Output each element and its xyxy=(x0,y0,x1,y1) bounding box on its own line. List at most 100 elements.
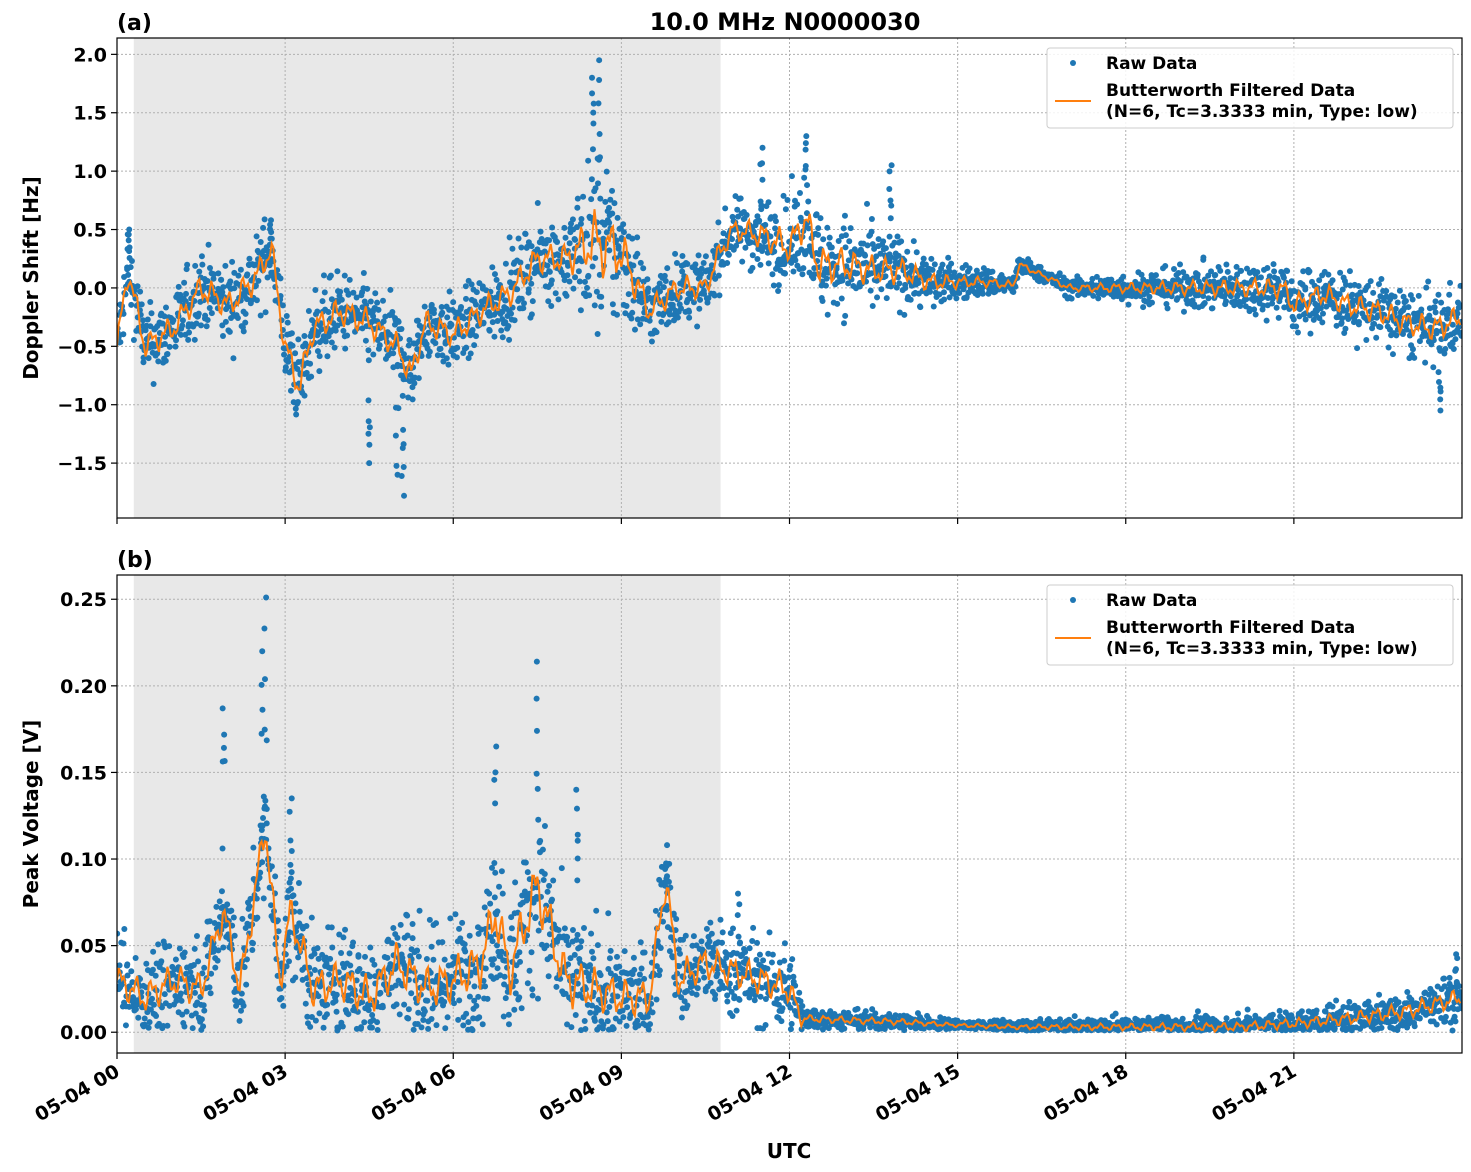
raw-data-point xyxy=(285,358,292,365)
raw-data-point xyxy=(802,140,809,147)
raw-data-point xyxy=(302,1000,309,1007)
raw-data-point xyxy=(679,253,686,260)
raw-data-point xyxy=(482,965,489,972)
raw-data-point xyxy=(341,272,348,279)
y-axis-label: Doppler Shift [Hz] xyxy=(19,176,43,380)
raw-data-point xyxy=(494,942,501,949)
raw-data-point xyxy=(896,309,903,316)
raw-data-point xyxy=(586,962,593,969)
raw-data-point xyxy=(320,333,327,340)
raw-data-point xyxy=(636,996,643,1003)
raw-data-point xyxy=(314,308,321,315)
raw-data-point xyxy=(117,930,121,937)
raw-data-point xyxy=(301,332,308,339)
raw-data-point xyxy=(1179,1015,1186,1022)
raw-data-point xyxy=(528,949,535,956)
panel-label: (a) xyxy=(117,11,152,36)
raw-data-point xyxy=(1396,313,1403,320)
raw-data-point xyxy=(160,967,167,974)
raw-data-point xyxy=(1435,379,1442,386)
raw-data-point xyxy=(376,342,383,349)
raw-data-point xyxy=(498,327,505,334)
y-tick-label: 0.05 xyxy=(60,936,107,958)
raw-data-point xyxy=(400,351,407,358)
raw-data-point xyxy=(260,224,267,231)
raw-data-point xyxy=(307,360,314,367)
raw-data-point xyxy=(541,871,548,878)
raw-data-point xyxy=(1442,346,1449,353)
raw-data-point xyxy=(1281,304,1288,311)
raw-data-point xyxy=(239,915,246,922)
raw-data-point xyxy=(215,921,222,928)
raw-data-point xyxy=(755,218,762,225)
raw-data-point xyxy=(665,319,672,326)
raw-data-point xyxy=(482,983,489,990)
raw-data-point xyxy=(1243,265,1250,272)
raw-data-point xyxy=(841,320,848,327)
raw-data-point xyxy=(641,975,648,982)
raw-data-point xyxy=(596,271,603,278)
raw-data-point xyxy=(487,900,494,907)
raw-data-point xyxy=(253,297,260,304)
raw-data-point xyxy=(193,320,200,327)
raw-data-point xyxy=(589,90,596,97)
raw-data-point xyxy=(459,919,466,926)
raw-data-point xyxy=(1447,279,1454,286)
raw-data-point xyxy=(356,965,363,972)
raw-data-point xyxy=(570,972,577,979)
raw-data-point xyxy=(433,1022,440,1029)
raw-data-point xyxy=(790,268,797,275)
raw-data-point xyxy=(135,1014,142,1021)
raw-data-point xyxy=(956,289,963,296)
raw-data-point xyxy=(360,270,367,277)
raw-data-point xyxy=(472,301,479,308)
raw-data-point xyxy=(118,981,125,988)
raw-data-point xyxy=(439,352,446,359)
raw-data-point xyxy=(625,291,632,298)
raw-data-point xyxy=(1148,299,1155,306)
raw-data-point xyxy=(263,820,270,827)
raw-data-point xyxy=(582,1025,589,1032)
raw-data-point xyxy=(224,901,231,908)
raw-data-point xyxy=(869,241,876,248)
raw-data-point xyxy=(320,1024,327,1031)
raw-data-point xyxy=(327,955,334,962)
raw-data-point xyxy=(522,231,529,238)
raw-data-point xyxy=(628,315,635,322)
raw-data-point xyxy=(1252,311,1259,318)
raw-data-point xyxy=(1227,275,1234,282)
raw-data-point xyxy=(336,931,343,938)
raw-data-point xyxy=(760,957,767,964)
raw-data-point xyxy=(1375,281,1382,288)
raw-data-point xyxy=(390,350,397,357)
raw-data-point xyxy=(514,286,521,293)
raw-data-point xyxy=(340,934,347,941)
raw-data-point xyxy=(396,1011,403,1018)
raw-data-point xyxy=(327,272,334,279)
y-tick-label: 1.0 xyxy=(73,161,107,183)
raw-data-point xyxy=(715,219,722,226)
raw-data-point xyxy=(122,1022,129,1029)
raw-data-point xyxy=(241,964,248,971)
raw-data-point xyxy=(1283,267,1290,274)
raw-data-point xyxy=(644,276,651,283)
raw-data-point xyxy=(714,970,721,977)
raw-data-point xyxy=(716,292,723,299)
raw-data-point xyxy=(702,253,709,260)
raw-data-point xyxy=(190,962,197,969)
raw-data-point xyxy=(618,234,625,241)
raw-data-point xyxy=(590,120,597,127)
raw-data-point xyxy=(1071,1013,1078,1020)
raw-data-point xyxy=(134,283,141,290)
raw-data-point xyxy=(1316,315,1323,322)
raw-data-point xyxy=(442,1025,449,1032)
raw-data-point xyxy=(664,265,671,272)
panel-a: 2.01.51.00.50.0−0.5−1.0−1.5(a)Doppler Sh… xyxy=(19,11,1463,524)
raw-data-point xyxy=(294,366,301,373)
raw-data-point xyxy=(512,879,519,886)
raw-data-point xyxy=(510,936,517,943)
raw-data-point xyxy=(362,337,369,344)
raw-data-point xyxy=(292,974,299,981)
raw-data-point xyxy=(597,195,604,202)
